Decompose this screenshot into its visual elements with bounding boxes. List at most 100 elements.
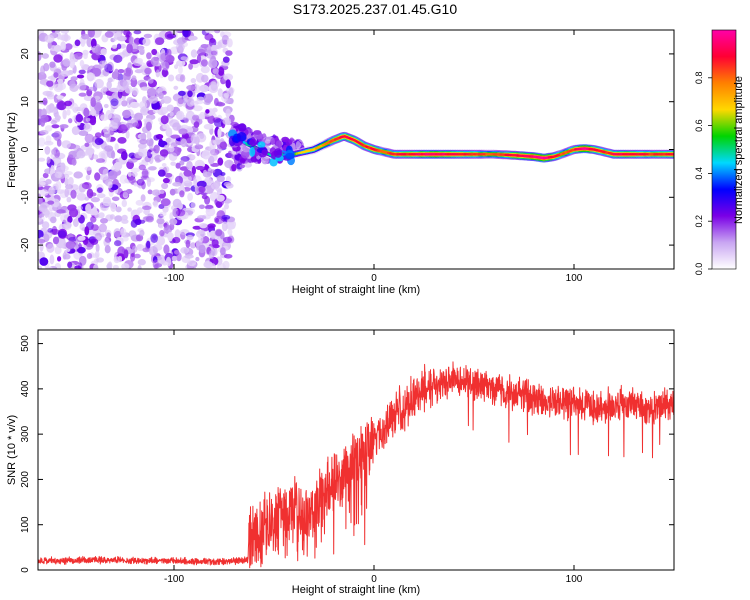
- noise-blob: [196, 166, 205, 170]
- noise-blob: [211, 51, 217, 56]
- colorbar-ticks: 0.00.20.40.60.8: [694, 72, 712, 276]
- signal-onset-blob: [249, 139, 257, 147]
- noise-blob: [220, 247, 226, 255]
- noise-blob: [68, 177, 74, 186]
- noise-blob: [97, 193, 106, 198]
- noise-blob: [199, 85, 209, 92]
- noise-blob: [43, 63, 49, 71]
- noise-blob: [100, 114, 108, 121]
- noise-blob: [209, 250, 215, 259]
- noise-blob: [210, 38, 216, 43]
- noise-blob: [38, 137, 46, 147]
- spectrogram-y-label: Frequency (Hz): [6, 112, 18, 188]
- noise-blob: [128, 177, 136, 184]
- noise-blob: [169, 218, 177, 225]
- noise-blob: [201, 66, 210, 74]
- noise-blob: [227, 229, 232, 235]
- noise-blob: [139, 230, 144, 236]
- noise-blob: [106, 232, 111, 238]
- noise-blob: [108, 170, 118, 180]
- noise-blob: [177, 111, 183, 119]
- noise-blob: [163, 178, 170, 183]
- noise-blob: [105, 31, 114, 37]
- noise-blob: [44, 208, 49, 218]
- noise-blob: [64, 101, 72, 107]
- noise-blob: [50, 217, 57, 224]
- noise-blob: [104, 104, 109, 108]
- noise-blob: [201, 59, 208, 66]
- noise-blob: [139, 139, 147, 145]
- noise-blob: [169, 119, 179, 127]
- noise-blob: [176, 209, 185, 216]
- noise-blob: [85, 134, 94, 143]
- noise-blob: [48, 190, 56, 194]
- noise-blob: [86, 148, 95, 156]
- noise-blob: [178, 91, 186, 96]
- noise-blob: [47, 157, 51, 164]
- noise-blob: [71, 103, 78, 111]
- signal-onset-blob: [249, 147, 255, 157]
- noise-blob: [270, 138, 275, 145]
- noise-blob: [115, 143, 119, 150]
- snr-y-tick-label: 0: [20, 567, 31, 573]
- noise-blob: [215, 230, 222, 237]
- noise-blob: [61, 28, 70, 34]
- snr-x-tick-label: 100: [566, 574, 583, 585]
- noise-blob: [55, 246, 62, 254]
- noise-blob: [87, 253, 92, 259]
- noise-blob: [201, 44, 209, 48]
- noise-blob: [134, 30, 142, 34]
- noise-blob: [138, 259, 146, 265]
- noise-blob: [228, 87, 233, 96]
- noise-blob: [160, 149, 169, 156]
- noise-blob: [296, 141, 301, 150]
- noise-blob: [84, 143, 89, 147]
- noise-blob: [103, 169, 109, 177]
- noise-blob: [77, 150, 86, 158]
- noise-blob: [227, 38, 233, 47]
- noise-blob: [221, 215, 230, 220]
- noise-blob: [45, 35, 55, 43]
- noise-blob: [124, 249, 129, 258]
- noise-blob: [161, 99, 165, 104]
- noise-blob: [178, 128, 187, 134]
- noise-blob: [122, 110, 131, 119]
- noise-blob: [44, 141, 53, 146]
- spectrogram-x-tick-label: 0: [371, 273, 377, 284]
- noise-blob: [51, 120, 57, 124]
- snr-x-label: Height of straight line (km): [292, 584, 420, 596]
- noise-blob: [179, 190, 184, 197]
- noise-blob: [161, 183, 168, 189]
- noise-blob: [91, 197, 100, 202]
- noise-blob: [114, 162, 123, 170]
- noise-blob: [37, 218, 42, 222]
- noise-blob: [225, 50, 232, 56]
- noise-blob: [81, 34, 89, 40]
- noise-blob: [158, 92, 163, 99]
- noise-blob: [60, 213, 68, 222]
- noise-blob: [73, 218, 79, 227]
- noise-blob: [54, 45, 61, 52]
- noise-blob: [176, 44, 185, 52]
- noise-blob: [169, 112, 173, 117]
- noise-blob: [159, 190, 165, 194]
- noise-blob: [61, 35, 71, 42]
- noise-blob: [222, 222, 228, 232]
- noise-blob: [123, 81, 129, 90]
- noise-blob: [121, 151, 128, 160]
- noise-blob: [94, 172, 100, 181]
- noise-blob: [204, 124, 214, 130]
- noise-blob: [86, 118, 91, 122]
- colorbar-tick-label: 0.8: [694, 72, 704, 85]
- noise-blob: [148, 166, 157, 170]
- noise-blob: [240, 158, 246, 164]
- noise-blob: [122, 215, 128, 221]
- noise-blob: [174, 250, 179, 255]
- noise-blob: [172, 182, 181, 187]
- signal-onset-blob: [274, 148, 282, 158]
- noise-blob: [51, 124, 59, 128]
- noise-blob: [50, 255, 55, 265]
- noise-blob: [191, 49, 197, 58]
- noise-blob: [66, 241, 76, 249]
- noise-blob: [53, 237, 59, 245]
